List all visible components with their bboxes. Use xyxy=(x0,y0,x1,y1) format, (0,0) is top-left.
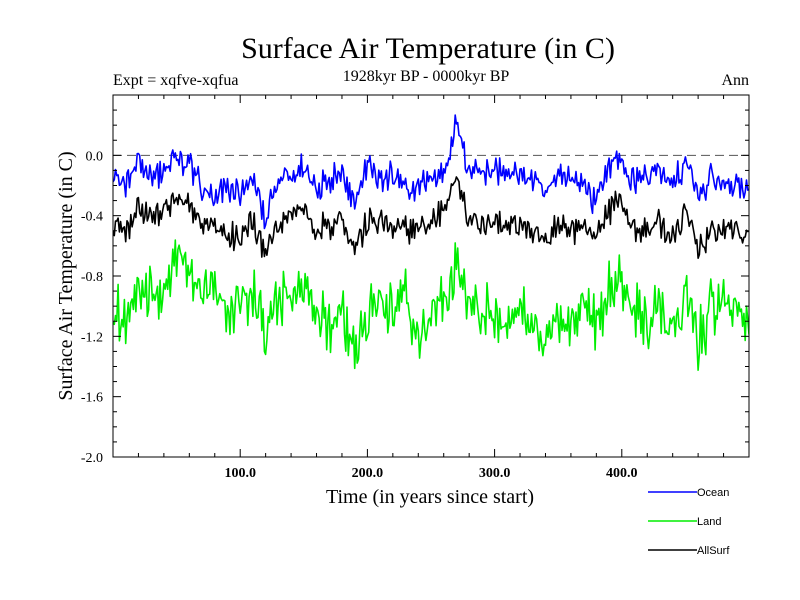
x-tick-label: 400.0 xyxy=(606,466,638,481)
y-tick-label: -2.0 xyxy=(81,451,103,466)
y-tick-label: -0.8 xyxy=(81,270,103,285)
y-tick-label: 0.0 xyxy=(86,149,104,164)
series-line-ocean xyxy=(113,114,749,230)
legend: Ocean Land AllSurf xyxy=(648,487,730,557)
y-tick-label: -0.4 xyxy=(81,210,103,225)
x-axis-label: Time (in years since start) xyxy=(326,486,534,508)
chart-subtitle: 1928kyr BP - 0000kyr BP xyxy=(343,68,510,85)
x-tick-label: 100.0 xyxy=(224,466,256,481)
x-tick-label: 300.0 xyxy=(479,466,511,481)
series-line-land xyxy=(113,239,749,372)
legend-label-allsurf: AllSurf xyxy=(697,545,730,557)
series-line-allsurf xyxy=(113,176,749,260)
season-label: Ann xyxy=(721,72,749,89)
y-axis-label: Surface Air Temperature (in C) xyxy=(55,151,77,400)
chart-title: Surface Air Temperature (in C) xyxy=(241,32,615,65)
y-tick-label: -1.2 xyxy=(81,330,103,345)
legend-label-ocean: Ocean xyxy=(697,487,729,499)
experiment-label: Expt = xqfve-xqfua xyxy=(113,72,238,89)
x-tick-label: 200.0 xyxy=(352,466,384,481)
legend-label-land: Land xyxy=(697,516,721,528)
y-tick-label: -1.6 xyxy=(81,391,103,406)
